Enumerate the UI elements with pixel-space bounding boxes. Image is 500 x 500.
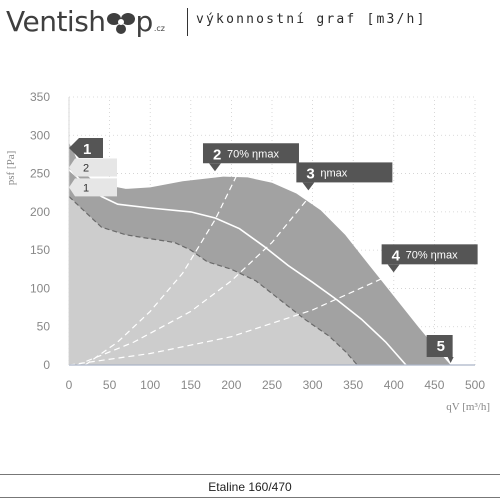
chart-ticks: 0 50 100 150 200 250 300 350 400 450 500 0 50 100 150 2… (30, 90, 485, 392)
x-tick-label: 250 (262, 378, 282, 392)
efficiency-line (84, 169, 241, 365)
x-tick-label: 500 (465, 378, 485, 392)
footer-divider-bottom (0, 497, 500, 498)
footer-divider-top (0, 474, 500, 475)
header-divider (187, 8, 188, 36)
efficiency-line (69, 276, 386, 365)
y-tick-label: 100 (30, 281, 50, 295)
marker-number: 3 (306, 165, 314, 182)
x-tick-label: 0 (66, 378, 73, 392)
curve-speed-1 (69, 196, 358, 365)
curve-marker-3: 3 ηmax (296, 162, 393, 191)
x-tick-label: 450 (424, 378, 444, 392)
speed-tag-label: 2 (83, 162, 89, 174)
y-tick-label: 50 (37, 320, 51, 334)
x-tick-label: 300 (303, 378, 323, 392)
marker-number: 4 (392, 247, 401, 264)
chart-axes (68, 97, 475, 366)
marker-number: 2 (213, 146, 221, 163)
curve-marker-4: 4 70% ηmax (381, 244, 478, 273)
x-tick-label: 100 (140, 378, 160, 392)
y-tick-label: 150 (30, 243, 50, 257)
curve-marker-1: 1 (69, 137, 103, 158)
ventishop-logo[interactable]: Ventish p.cz (6, 4, 165, 40)
logo-text-end: p (135, 5, 154, 38)
curve-marker-5: 5 (426, 335, 454, 363)
header-subtitle: výkonnostní graf [m3/h] (196, 12, 427, 27)
y-tick-label: 250 (30, 167, 50, 181)
marker-label: 70% ηmax (227, 148, 279, 160)
y-axis-label: psf [Pa] (5, 151, 17, 186)
curve-marker-2: 2 70% ηmax (202, 143, 299, 172)
speed-tag: 1 (69, 178, 117, 197)
efficiency-line (76, 192, 314, 365)
marker-label: 70% ηmax (406, 249, 458, 261)
x-tick-label: 400 (384, 378, 404, 392)
y-tick-label: 350 (30, 90, 50, 104)
x-axis-label: qV [m³/h] (446, 401, 490, 413)
curve-speed-2 (69, 169, 407, 365)
y-tick-label: 200 (30, 205, 50, 219)
marker-number: 5 (437, 338, 445, 355)
speed-tag: 2 (69, 158, 117, 177)
y-tick-label: 0 (43, 358, 50, 372)
x-tick-label: 150 (181, 378, 201, 392)
performance-chart: 0 50 100 150 200 250 300 350 400 450 500 0 50 100 150 2… (5, 90, 490, 413)
marker-number: 1 (83, 141, 91, 158)
logo-text: Ventish (6, 5, 106, 38)
logo-tld: .cz (153, 24, 165, 33)
marker-label: ηmax (320, 167, 347, 179)
x-tick-label: 200 (221, 378, 241, 392)
chart-markers: 1 2 1 2 70% ηmax 3 ηmax 4 70% ηmax 5 (69, 137, 478, 363)
y-tick-label: 300 (30, 128, 50, 142)
operating-area-min (69, 196, 358, 365)
x-tick-label: 50 (103, 378, 117, 392)
model-name: Etaline 160/470 (208, 480, 292, 494)
header: Ventish p.cz výkonnostní graf [m3/h] (0, 0, 500, 44)
fan-icon (106, 13, 135, 34)
speed-tag-label: 1 (83, 182, 89, 194)
x-tick-label: 350 (343, 378, 363, 392)
chart-lines (69, 169, 407, 365)
